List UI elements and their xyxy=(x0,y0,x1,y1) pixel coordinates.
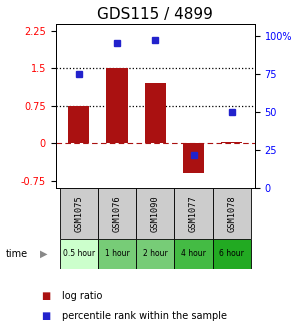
Text: ■: ■ xyxy=(41,311,50,321)
Bar xyxy=(213,188,251,239)
Text: time: time xyxy=(6,249,28,259)
Text: GSM1076: GSM1076 xyxy=(113,195,122,232)
Bar xyxy=(174,188,213,239)
Title: GDS115 / 4899: GDS115 / 4899 xyxy=(97,7,213,23)
Text: GSM1090: GSM1090 xyxy=(151,195,160,232)
Text: 2 hour: 2 hour xyxy=(143,249,168,258)
Bar xyxy=(98,239,136,269)
Text: percentile rank within the sample: percentile rank within the sample xyxy=(62,311,226,321)
Text: GSM1075: GSM1075 xyxy=(74,195,83,232)
Bar xyxy=(98,188,136,239)
Text: 1 hour: 1 hour xyxy=(105,249,129,258)
Text: ▶: ▶ xyxy=(40,249,47,259)
Bar xyxy=(59,239,98,269)
Bar xyxy=(136,188,174,239)
Text: GSM1077: GSM1077 xyxy=(189,195,198,232)
Bar xyxy=(68,106,89,143)
Text: ■: ■ xyxy=(41,291,50,301)
Text: 6 hour: 6 hour xyxy=(219,249,244,258)
Bar xyxy=(222,142,243,143)
Text: 4 hour: 4 hour xyxy=(181,249,206,258)
Bar xyxy=(145,83,166,143)
Bar xyxy=(174,239,213,269)
Bar xyxy=(106,69,127,143)
Bar xyxy=(213,239,251,269)
Bar xyxy=(183,143,204,173)
Text: GSM1078: GSM1078 xyxy=(227,195,236,232)
Bar xyxy=(136,239,174,269)
Text: 0.5 hour: 0.5 hour xyxy=(63,249,95,258)
Text: log ratio: log ratio xyxy=(62,291,102,301)
Bar xyxy=(59,188,98,239)
